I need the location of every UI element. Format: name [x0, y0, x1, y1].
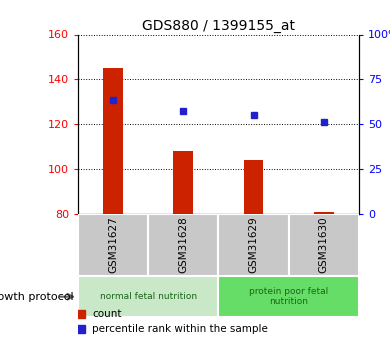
- Text: growth protocol: growth protocol: [0, 292, 74, 302]
- Bar: [244, 160, 263, 214]
- Bar: [174, 151, 193, 214]
- Bar: [314, 211, 333, 214]
- Bar: [103, 68, 123, 214]
- Bar: [289, 214, 359, 276]
- Bar: [218, 276, 359, 317]
- Text: GSM31627: GSM31627: [108, 217, 118, 273]
- Text: normal fetal nutrition: normal fetal nutrition: [99, 292, 197, 301]
- Bar: [78, 276, 218, 317]
- Title: GDS880 / 1399155_at: GDS880 / 1399155_at: [142, 19, 295, 33]
- Text: GSM31628: GSM31628: [178, 217, 188, 273]
- Text: count: count: [92, 309, 122, 319]
- Text: GSM31630: GSM31630: [319, 217, 329, 273]
- Bar: [218, 214, 289, 276]
- Text: protein poor fetal
nutrition: protein poor fetal nutrition: [249, 287, 328, 306]
- Text: GSM31629: GSM31629: [248, 217, 259, 273]
- Bar: [148, 214, 218, 276]
- Text: percentile rank within the sample: percentile rank within the sample: [92, 325, 268, 334]
- Bar: [78, 214, 148, 276]
